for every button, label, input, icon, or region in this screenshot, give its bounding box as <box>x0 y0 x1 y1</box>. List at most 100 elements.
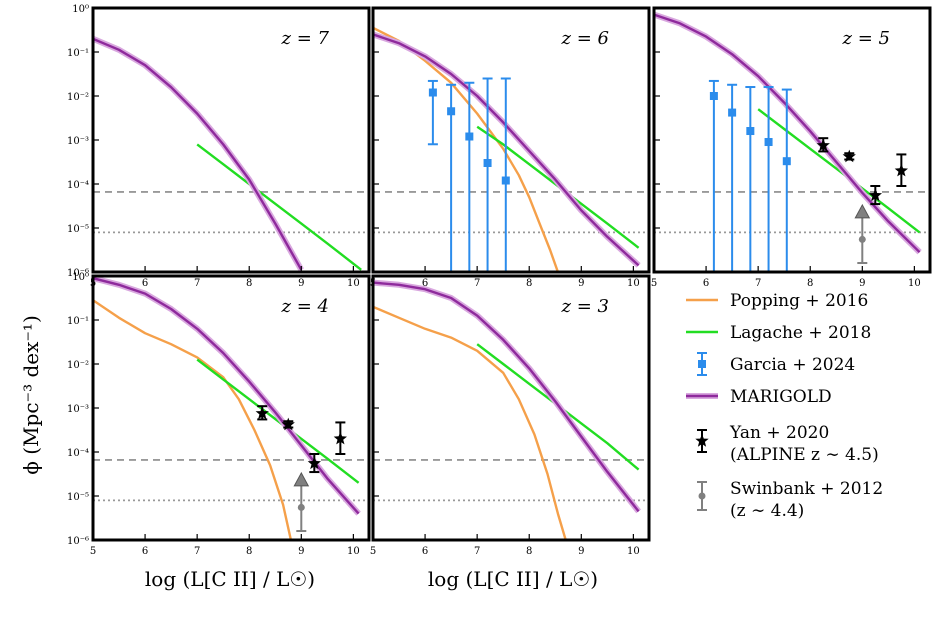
y-tick-label: 10⁻⁵ <box>67 492 89 503</box>
legend-label: Swinbank + 2012 <box>730 479 883 499</box>
x-tick-label: 6 <box>422 278 428 289</box>
y-tick-label: 10⁻⁴ <box>67 180 89 191</box>
x-tick-label: 5 <box>651 278 657 289</box>
y-tick-label: 10⁻³ <box>67 136 89 147</box>
x-tick-label: 6 <box>142 278 148 289</box>
panel-title: z = 6 <box>561 28 609 49</box>
svg-text:ϕ (Mpc⁻³ dex⁻¹): ϕ (Mpc⁻³ dex⁻¹) <box>19 315 43 475</box>
marigold-line <box>373 281 640 513</box>
garcia-point <box>447 107 456 116</box>
panel-z6: 5 6 7 8 9 10z = 6 <box>370 6 651 289</box>
panel-title: z = 4 <box>281 296 329 317</box>
legend-item-garcia: Garcia + 2024 <box>697 352 855 376</box>
y-tick-label: 10⁻⁴ <box>67 448 89 459</box>
legend-item-yan: Yan + 2020(ALPINE z ∼ 4.5) <box>695 423 879 465</box>
x-tick-label: 10 <box>347 546 360 557</box>
x-tick-label: 6 <box>142 546 148 557</box>
garcia-point <box>728 108 737 117</box>
yan-star <box>842 149 856 163</box>
x-tick-label: 7 <box>474 278 480 289</box>
x-tick-label: 8 <box>246 546 252 557</box>
yan-star <box>333 431 347 445</box>
legend-label: Popping + 2016 <box>730 291 868 311</box>
x-tick-label: 8 <box>807 278 813 289</box>
panels: 5 6 7 8 9 10 10⁻⁶ 10⁻⁵ 10⁻⁴ 10⁻³ 10⁻² 10⁻¹ 10⁰ z = 7 5… <box>67 4 932 557</box>
x-tick-label: 5 <box>370 546 376 557</box>
x-tick-label: 6 <box>703 278 709 289</box>
legend-label-line2: (z ∼ 4.4) <box>730 501 804 521</box>
lagache-line <box>196 358 360 484</box>
x-tick-label: 10 <box>627 278 640 289</box>
legend-label-line2: (ALPINE z ∼ 4.5) <box>730 445 879 465</box>
garcia-point <box>709 92 718 100</box>
legend-swatch-point <box>698 360 706 368</box>
legend-item-swinbank: Swinbank + 2012(z ∼ 4.4) <box>697 479 883 521</box>
legend-label: Lagache + 2018 <box>730 323 871 343</box>
legend-label: Yan + 2020 <box>729 423 829 443</box>
x-tick-label: 9 <box>578 546 584 557</box>
popping-line <box>373 305 567 540</box>
marigold-band <box>93 36 304 272</box>
panel-z4: 5 6 7 8 9 10 10⁻⁶ 10⁻⁵ 10⁻⁴ 10⁻³ 10⁻² 10⁻¹ 10⁰ z = 4 <box>67 272 371 557</box>
x-tick-label: 10 <box>627 546 640 557</box>
y-tick-label: 10⁻⁶ <box>67 268 89 279</box>
panel-title: z = 7 <box>281 28 330 49</box>
panel-z5: 5 6 7 8 9 10 z = 5 <box>651 6 932 289</box>
garcia-point <box>483 159 492 168</box>
x-tick-label: 7 <box>755 278 761 289</box>
swinbank-point <box>297 503 305 511</box>
y-tick-label: 10⁻¹ <box>67 48 89 59</box>
y-tick-label: 10⁰ <box>72 4 89 15</box>
swinbank-point <box>858 235 866 243</box>
y-tick-label: 10⁻³ <box>67 404 89 415</box>
x-axis-label-right: log (L[C II] / L☉) <box>428 567 598 591</box>
garcia-point <box>465 132 474 141</box>
yan-star <box>868 188 882 202</box>
x-axis-label-left: log (L[C II] / L☉) <box>145 567 315 591</box>
x-tick-label: 10 <box>908 278 921 289</box>
yan-star <box>816 138 830 152</box>
x-tick-label: 8 <box>526 278 532 289</box>
legend-swatch-point <box>698 492 706 500</box>
garcia-point <box>764 138 773 147</box>
y-tick-label: 10⁻¹ <box>67 316 89 327</box>
x-tick-label: 8 <box>526 546 532 557</box>
garcia-point <box>428 88 437 97</box>
legend-label: MARIGOLD <box>730 387 832 407</box>
y-tick-label: 10⁻⁶ <box>67 536 89 547</box>
garcia-point <box>746 127 755 136</box>
garcia-point <box>782 157 791 166</box>
y-axis-label: ϕ (Mpc⁻³ dex⁻¹) <box>19 315 43 475</box>
legend-item-lagache: Lagache + 2018 <box>686 323 871 343</box>
x-tick-label: 7 <box>194 278 200 289</box>
marigold-line <box>373 33 640 267</box>
lagache-line <box>196 143 362 271</box>
swinbank-triangle <box>854 203 871 219</box>
yan-star <box>281 417 295 431</box>
popping-line <box>93 299 293 540</box>
panel-z3: 5 6 7 8 9 10 z = 3 <box>370 274 651 557</box>
lagache-line <box>757 108 921 234</box>
garcia-point <box>501 176 510 185</box>
y-tick-label: 10⁻² <box>67 92 89 103</box>
legend-item-marigold: MARIGOLD <box>686 387 832 407</box>
y-tick-label: 10⁰ <box>72 272 89 283</box>
x-tick-label: 10 <box>347 278 360 289</box>
x-tick-label: 9 <box>298 546 304 557</box>
y-tick-label: 10⁻⁵ <box>67 224 89 235</box>
legend-item-popping: Popping + 2016 <box>686 291 868 311</box>
yan-star <box>255 406 269 420</box>
legend-swatch-star <box>695 434 709 447</box>
swinbank-triangle <box>293 471 310 487</box>
x-tick-label: 9 <box>298 278 304 289</box>
panel-title: z = 3 <box>561 296 609 317</box>
x-tick-label: 7 <box>474 546 480 557</box>
marigold-line <box>93 277 360 515</box>
panel-title: z = 5 <box>842 28 890 49</box>
x-tick-label: 7 <box>194 546 200 557</box>
x-tick-label: 8 <box>246 278 252 289</box>
x-tick-label: 9 <box>859 278 865 289</box>
y-tick-label: 10⁻² <box>67 360 89 371</box>
